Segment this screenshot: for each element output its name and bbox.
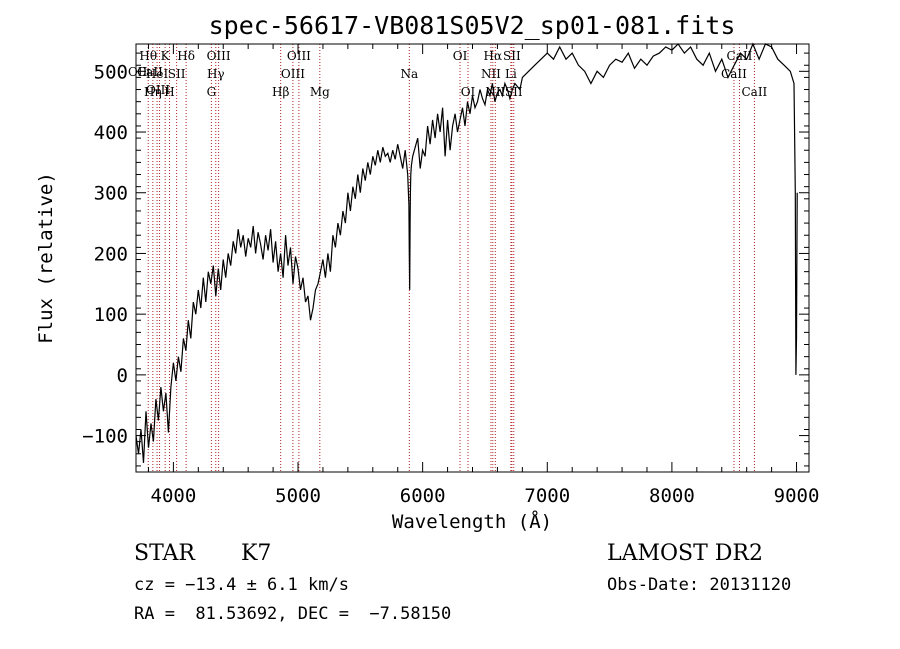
plot-frame <box>135 43 810 473</box>
ra-dec: RA = 81.53692, DEC = −7.58150 <box>134 604 451 624</box>
left-marker-label-1: CaII <box>137 65 163 79</box>
x-tick-label-2: 6000 <box>400 485 446 507</box>
left-marker-label-2: OIII <box>146 83 170 97</box>
line-markers <box>147 44 755 472</box>
marker-label-26: CaII <box>741 85 767 99</box>
marker-label-18: NII <box>481 67 501 81</box>
x-tick-label-1: 5000 <box>275 485 321 507</box>
marker-label-19: Hα <box>484 49 503 63</box>
marker-label-16: OI <box>453 49 468 63</box>
observation-date: Obs-Date: 20131120 <box>607 575 791 595</box>
object-class: STAR <box>134 541 196 566</box>
marker-label-4: K <box>161 49 171 63</box>
marker-label-17: OI <box>461 85 476 99</box>
line-marker-labels: Hθ Hη HeI K H SII Hδ G Hγ OIII Hβ OIII OIII Mg Na OI OI N… <box>139 49 767 99</box>
marker-label-6: SII <box>168 67 186 81</box>
marker-label-9: Hγ <box>207 67 225 81</box>
redshift-cz: cz = −13.4 ± 6.1 km/s <box>134 575 349 595</box>
x-tick-label-4: 8000 <box>649 485 695 507</box>
y-axis-ticks: −100 0 100 200 300 400 500 <box>82 52 809 467</box>
marker-label-2: HeI <box>146 67 169 81</box>
y-tick-label-1: 0 <box>117 365 128 387</box>
survey-name: LAMOST DR2 <box>607 541 763 566</box>
x-tick-label-3: 7000 <box>524 485 570 507</box>
marker-label-14: Mg <box>310 85 330 99</box>
left-marker-label-0: OII <box>128 65 148 79</box>
y-tick-label-6: 500 <box>94 61 128 83</box>
marker-label-0: Hθ <box>139 49 157 63</box>
marker-label-1: Hη <box>144 85 162 99</box>
x-axis-ticks: 4000 5000 6000 7000 8000 9000 <box>147 44 820 507</box>
marker-label-21: Li <box>505 67 517 81</box>
marker-label-11: Hβ <box>272 85 289 99</box>
marker-label-13: OIII <box>287 49 311 63</box>
marker-label-7: Hδ <box>177 49 195 63</box>
y-axis-label: Flux (relative) <box>35 172 57 344</box>
object-subclass: K7 <box>241 541 271 566</box>
y-tick-label-3: 200 <box>94 243 128 265</box>
marker-label-10: OIII <box>207 49 231 63</box>
spectrum-line <box>135 42 798 463</box>
marker-label-12: OIII <box>281 67 305 81</box>
marker-label-8: G <box>207 85 217 99</box>
marker-label-22: SII <box>503 49 521 63</box>
y-tick-label-5: 400 <box>94 122 128 144</box>
chart-title: spec-56617-VB081S05V2_sp01-081.fits <box>209 11 736 40</box>
y-tick-label-2: 100 <box>94 304 128 326</box>
marker-label-15: Na <box>400 67 418 81</box>
y-tick-label-4: 300 <box>94 183 128 205</box>
marker-label-5: H <box>164 85 174 99</box>
x-axis-label: Wavelength (Å) <box>392 510 552 533</box>
x-tick-label-5: 9000 <box>774 485 820 507</box>
x-tick-label-0: 4000 <box>151 485 197 507</box>
y-tick-label-0: −100 <box>82 426 128 448</box>
